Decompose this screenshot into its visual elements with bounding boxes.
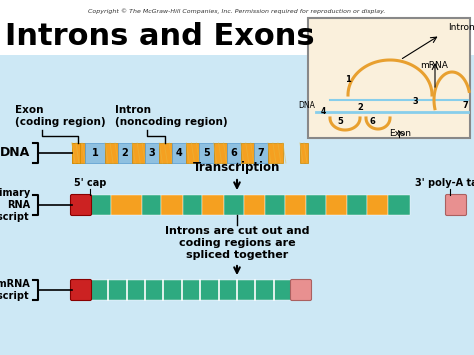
Text: Intron
(noncoding region): Intron (noncoding region): [115, 105, 228, 127]
Text: 2: 2: [122, 148, 128, 158]
Bar: [132, 143, 145, 163]
Text: Exon: Exon: [389, 129, 411, 137]
Bar: [186, 143, 200, 163]
Text: 4: 4: [176, 148, 183, 158]
Bar: [367, 195, 388, 215]
Text: 3' poly-A tail: 3' poly-A tail: [415, 178, 474, 188]
Text: 5: 5: [203, 148, 210, 158]
Text: Mature mRNA
transcript: Mature mRNA transcript: [0, 279, 30, 301]
Text: 5' cap: 5' cap: [74, 178, 106, 188]
Text: 5: 5: [337, 118, 343, 126]
Bar: [85, 143, 105, 163]
Text: 1: 1: [91, 148, 99, 158]
Text: DNA: DNA: [0, 147, 30, 159]
Bar: [308, 18, 470, 138]
Bar: [200, 143, 214, 163]
Bar: [244, 195, 265, 215]
Bar: [347, 195, 367, 215]
Bar: [142, 195, 162, 215]
Bar: [159, 143, 173, 163]
Bar: [326, 195, 347, 215]
Text: 3: 3: [149, 148, 155, 158]
Bar: [241, 143, 254, 163]
Bar: [111, 195, 142, 215]
Text: Primary
RNA
transcript: Primary RNA transcript: [0, 189, 30, 222]
FancyBboxPatch shape: [446, 195, 466, 215]
Text: 3: 3: [412, 98, 418, 106]
Bar: [306, 195, 326, 215]
Bar: [214, 143, 227, 163]
Text: Intron: Intron: [448, 23, 474, 33]
Bar: [145, 143, 159, 163]
FancyBboxPatch shape: [71, 279, 91, 300]
Bar: [72, 143, 80, 163]
Bar: [105, 143, 118, 163]
Text: Introns and Exons: Introns and Exons: [5, 22, 315, 51]
Text: Exon
(coding region): Exon (coding region): [15, 105, 106, 127]
FancyBboxPatch shape: [291, 279, 311, 300]
Text: 7: 7: [257, 148, 264, 158]
Bar: [284, 195, 306, 215]
Text: Copyright © The McGraw-Hill Companies, Inc. Permission required for reproduction: Copyright © The McGraw-Hill Companies, I…: [88, 8, 386, 13]
Bar: [162, 195, 183, 215]
Bar: [227, 143, 241, 163]
Bar: [0, 55, 474, 355]
Text: Transcription: Transcription: [193, 162, 281, 175]
Text: 2: 2: [357, 104, 363, 113]
Text: 4: 4: [320, 108, 326, 116]
Text: mRNA: mRNA: [420, 60, 448, 70]
Text: 1: 1: [345, 76, 351, 84]
Bar: [72, 143, 85, 163]
Bar: [268, 143, 283, 163]
Bar: [183, 195, 202, 215]
Text: 7: 7: [462, 100, 468, 109]
Bar: [300, 143, 308, 163]
Bar: [254, 143, 268, 163]
Bar: [388, 195, 410, 215]
Text: 6: 6: [230, 148, 237, 158]
FancyBboxPatch shape: [71, 195, 91, 215]
Bar: [118, 143, 132, 163]
Text: DNA: DNA: [298, 102, 315, 110]
Text: 6: 6: [369, 118, 375, 126]
Text: Introns are cut out and
coding regions are
spliced together: Introns are cut out and coding regions a…: [165, 226, 309, 260]
Bar: [173, 143, 186, 163]
Bar: [224, 195, 244, 215]
Bar: [265, 195, 284, 215]
Bar: [90, 195, 111, 215]
Bar: [90, 280, 292, 300]
Bar: [202, 195, 224, 215]
